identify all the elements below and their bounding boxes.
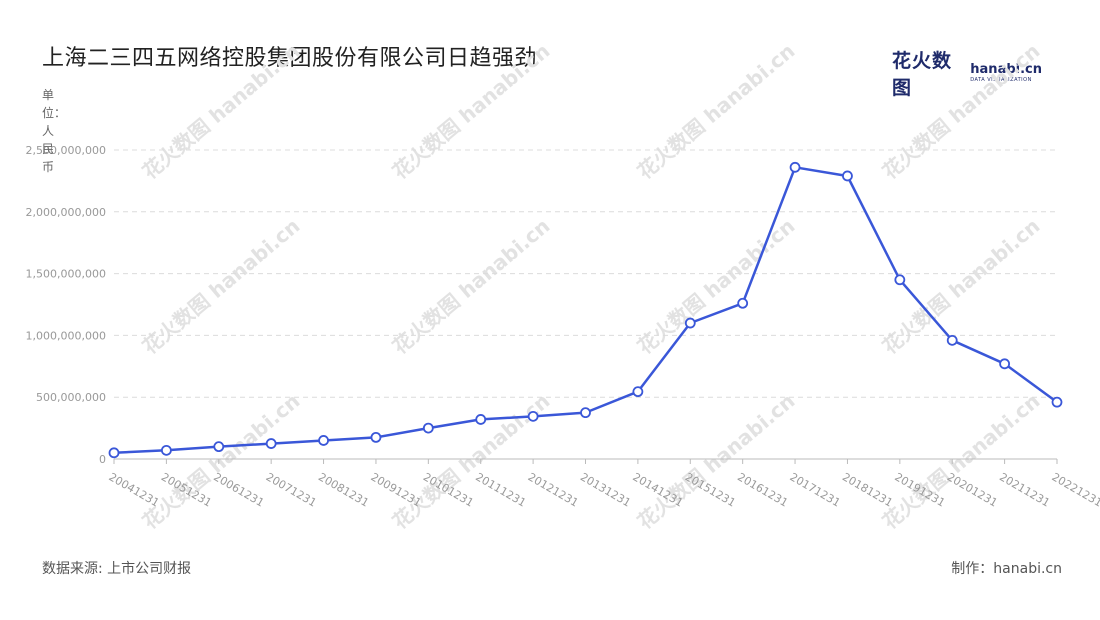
x-tick-label: 20201231 (945, 470, 1000, 509)
watermark-text: 花火数图 hanabi.cn (633, 39, 800, 184)
data-point[interactable] (789, 161, 801, 173)
data-point[interactable] (265, 438, 277, 449)
watermark-text: 花火数图 hanabi.cn (388, 39, 555, 184)
data-point[interactable] (527, 410, 539, 422)
data-point[interactable] (580, 407, 591, 419)
watermark-layer: 花火数图 hanabi.cn 花火数图 hanabi.cn 花火数图 hanabi.… (138, 39, 1045, 534)
x-tick-label: 20091231 (368, 470, 423, 509)
data-point[interactable] (1051, 396, 1063, 408)
x-tick-label: 20081231 (316, 470, 371, 509)
watermark-text: 花火数图 hanabi.cn (878, 389, 1045, 534)
data-point[interactable] (160, 444, 172, 456)
x-tick-label: 20131231 (578, 470, 633, 509)
y-tick-label: 1,500,000,000 (26, 268, 106, 281)
data-point[interactable] (999, 358, 1011, 370)
logo-en-block: hanabi.cn DATA VISUALIZATION (970, 63, 1042, 83)
data-point[interactable] (370, 431, 382, 443)
y-tick-label: 2,500,000,000 (26, 144, 106, 157)
watermark-text: 花火数图 hanabi.cn (138, 39, 305, 184)
data-source: 数据来源: 上市公司财报 (42, 561, 192, 577)
x-tick-label: 20181231 (840, 470, 895, 509)
x-tick-label: 20161231 (735, 470, 790, 509)
credit: 制作：hanabi.cn (951, 561, 1062, 577)
x-tick-label: 20111231 (473, 470, 528, 509)
y-axis-unit-label: 单位：人民币 (42, 88, 67, 174)
x-tick-label: 20071231 (264, 470, 319, 509)
data-point[interactable] (213, 441, 225, 453)
data-point[interactable] (318, 435, 329, 446)
x-tick-label: 20171231 (788, 470, 843, 509)
logo-cn-text: 花火数图 (892, 50, 953, 99)
watermark-text: 花火数图 hanabi.cn (878, 214, 1045, 359)
data-point[interactable] (737, 297, 749, 309)
x-tick-label: 20061231 (211, 470, 266, 509)
data-points (108, 161, 1063, 459)
watermark-text: 花火数图 hanabi.cn (633, 389, 800, 534)
data-point[interactable] (422, 422, 434, 434)
data-point[interactable] (842, 170, 853, 182)
data-point[interactable] (108, 447, 120, 459)
y-tick-label: 0 (99, 453, 106, 466)
chart-title: 上海二三四五网络控股集团股份有限公司日趋强劲 (42, 46, 538, 71)
y-tick-label: 2,000,000,000 (26, 206, 106, 219)
watermark-text: 花火数图 hanabi.cn (138, 214, 305, 359)
x-tick-label: 20221231 (1050, 470, 1100, 509)
data-point[interactable] (632, 386, 644, 398)
watermark-text: 花火数图 hanabi.cn (878, 39, 1045, 184)
logo-en-text: hanabi.cn (970, 62, 1042, 77)
logo-tagline: DATA VISUALIZATION (970, 77, 1032, 83)
grid-lines (114, 149, 1057, 398)
watermark-text: 花火数图 hanabi.cn (388, 214, 555, 359)
y-tick-label: 1,000,000,000 (26, 329, 106, 342)
data-point[interactable] (475, 414, 487, 425)
brand-logo: 花火数图 hanabi.cn DATA VISUALIZATION (892, 50, 1042, 99)
watermark-text: 花火数图 hanabi.cn (633, 214, 800, 359)
data-point[interactable] (894, 274, 906, 286)
data-point[interactable] (684, 317, 696, 329)
y-tick-label: 500,000,000 (36, 391, 106, 404)
y-axis-ticks: 0 500,000,000 1,000,000,000 1,500,000,000 2,… (26, 144, 106, 466)
watermark-text: 花火数图 hanabi.cn (388, 389, 555, 534)
data-point[interactable] (946, 334, 958, 346)
x-tick-label: 20041231 (107, 470, 162, 509)
watermark-text: 花火数图 hanabi.cn (138, 389, 305, 534)
x-tick-label: 20121231 (526, 470, 581, 509)
x-tick-label: 20211231 (997, 470, 1052, 509)
